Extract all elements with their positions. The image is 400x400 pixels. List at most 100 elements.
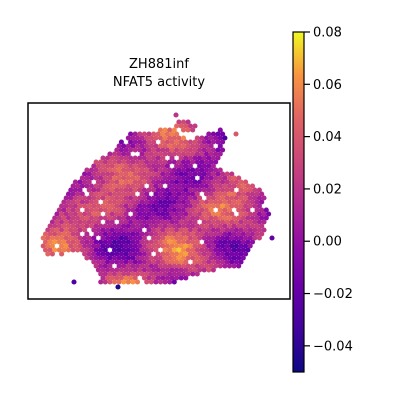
- tissue-spot: [68, 211, 74, 217]
- tissue-spot: [141, 195, 147, 201]
- tissue-spot: [194, 191, 200, 197]
- tissue-spot: [192, 179, 198, 185]
- tissue-spot: [155, 211, 161, 217]
- tissue-spot: [231, 215, 237, 221]
- tissue-spot: [59, 219, 65, 225]
- tissue-spot: [151, 227, 157, 233]
- tissue-spot: [231, 255, 237, 261]
- tissue-spot: [185, 255, 191, 261]
- tissue-spot: [206, 251, 212, 257]
- tissue-spot: [114, 171, 120, 177]
- tissue-spot: [213, 223, 219, 229]
- tissue-spot: [102, 167, 108, 173]
- tissue-spot: [148, 207, 154, 213]
- tissue-spot: [137, 243, 143, 249]
- tissue-spot: [162, 239, 168, 245]
- tissue-spot: [114, 187, 120, 193]
- tissue-spot: [197, 227, 203, 233]
- tissue-spot: [226, 263, 233, 269]
- tissue-spot: [174, 147, 180, 153]
- tissue-spot: [109, 171, 115, 177]
- tissue-spot: [86, 171, 92, 177]
- tissue-spot: [215, 243, 221, 249]
- tissue-spot: [61, 207, 67, 213]
- tissue-spot: [77, 243, 83, 249]
- tissue-spot: [256, 187, 262, 193]
- tissue-spot: [148, 199, 154, 205]
- tissue-spot: [160, 243, 166, 249]
- tissue-spot: [59, 227, 65, 233]
- tissue-spot: [187, 219, 193, 225]
- tissue-spot: [157, 191, 164, 197]
- tissue-spot: [236, 223, 242, 229]
- tissue-spot: [247, 227, 253, 233]
- tissue-spot: [100, 251, 106, 257]
- tissue-spot: [174, 171, 180, 177]
- tissue-spot: [139, 239, 145, 245]
- tissue-spot: [155, 147, 161, 153]
- tissue-spot: [70, 223, 76, 229]
- tissue-spot: [160, 259, 166, 265]
- tissue-spot: [102, 271, 108, 277]
- tissue-spot: [139, 143, 145, 149]
- tissue-spot: [220, 171, 226, 177]
- tissue-spot: [70, 183, 76, 189]
- tissue-spot: [180, 175, 187, 181]
- tissue-spot: [197, 211, 203, 217]
- tissue-spot: [215, 139, 221, 145]
- tissue-spot: [65, 247, 72, 253]
- tissue-spot: [141, 243, 147, 249]
- tissue-spot: [98, 191, 104, 197]
- tissue-spot: [194, 159, 200, 165]
- tissue-spot: [174, 179, 180, 185]
- tissue-spot: [144, 215, 150, 221]
- tissue-spot: [164, 259, 170, 265]
- tissue-spot: [222, 231, 228, 237]
- tissue-spot: [192, 267, 198, 273]
- tissue-spot: [132, 251, 138, 257]
- tissue-spot: [197, 235, 203, 241]
- tissue-spot: [160, 235, 166, 241]
- tissue-spot: [249, 215, 256, 221]
- tissue-spot: [116, 183, 122, 189]
- tissue-spot: [213, 231, 219, 237]
- tissue-spot: [98, 223, 104, 229]
- tissue-spot: [174, 227, 180, 233]
- tissue-spot: [171, 207, 177, 213]
- tissue-spot: [151, 259, 157, 265]
- tissue-spot: [201, 171, 207, 177]
- tissue-spot: [194, 255, 200, 261]
- tissue-spot: [109, 187, 115, 193]
- tissue-spot: [144, 231, 150, 237]
- tissue-spot: [238, 179, 244, 185]
- tissue-spot: [132, 171, 138, 177]
- tissue-spot: [134, 255, 141, 261]
- tissue-spot: [197, 163, 203, 169]
- tissue-spot: [215, 187, 221, 193]
- tissue-spot: [121, 207, 127, 213]
- tissue-spot: [203, 231, 210, 237]
- tissue-spot: [176, 159, 182, 165]
- tissue-spot: [199, 223, 205, 229]
- tissue-spot: [185, 143, 191, 149]
- tissue-spot: [116, 271, 122, 277]
- tissue-spot: [206, 227, 212, 233]
- tissue-spot: [187, 251, 193, 257]
- tissue-spot: [151, 139, 157, 145]
- tissue-spot: [153, 143, 159, 149]
- tissue-spot: [63, 243, 69, 249]
- tissue-spot: [190, 255, 196, 261]
- tissue-spot: [185, 191, 191, 197]
- tissue-spot: [256, 203, 262, 209]
- colorbar-tick-label: 0.00: [313, 235, 342, 250]
- tissue-spot: [65, 199, 72, 205]
- tissue-spot: [134, 207, 141, 213]
- tissue-spot: [42, 239, 49, 245]
- tissue-spot: [160, 139, 166, 145]
- tissue-spot: [98, 215, 104, 221]
- tissue-spot: [144, 247, 150, 253]
- tissue-spot: [240, 215, 246, 221]
- tissue-spot: [88, 191, 95, 197]
- tissue-spot: [236, 175, 242, 181]
- tissue-spot: [199, 263, 205, 269]
